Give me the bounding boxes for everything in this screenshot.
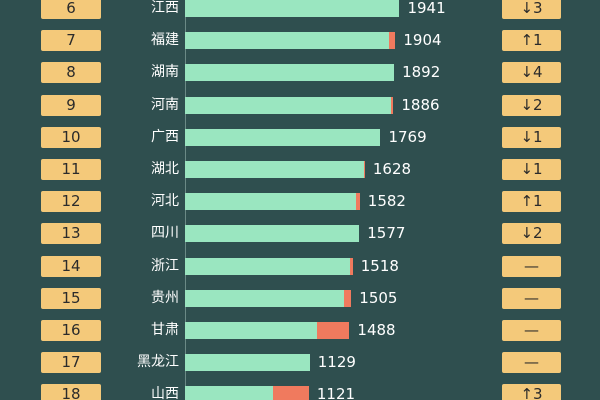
bar xyxy=(185,257,351,275)
rank-change-badge: ↑1 xyxy=(502,30,561,52)
rank-change-badge: — xyxy=(502,255,561,277)
rank-label: 11 xyxy=(41,159,101,180)
rank-change-badge: ↓1 xyxy=(502,126,561,148)
value-label: 1129 xyxy=(317,353,356,372)
rank-change-badge: — xyxy=(502,320,561,341)
value-label: 1582 xyxy=(367,192,406,211)
province-label: 河南 xyxy=(151,96,179,113)
rank-change-badge: ↓2 xyxy=(502,223,561,245)
bar xyxy=(185,128,381,146)
province-label: 甘肃 xyxy=(151,322,179,338)
bar-extra-segment xyxy=(389,32,396,50)
bar-extra-segment xyxy=(350,257,353,275)
rank-change-badge: — xyxy=(502,352,561,374)
rank-label: 18 xyxy=(41,384,101,400)
bar xyxy=(185,386,274,400)
rank-label: 10 xyxy=(41,126,101,148)
province-label: 四川 xyxy=(151,225,179,242)
rank-change-badge: ↓4 xyxy=(502,62,561,84)
bar-extra-segment xyxy=(343,289,352,307)
value-label: 1488 xyxy=(357,321,396,339)
rank-label: 14 xyxy=(41,255,101,277)
province-label: 黑龙江 xyxy=(137,354,179,371)
value-label: 1628 xyxy=(372,160,412,178)
rank-change-badge: — xyxy=(502,287,561,309)
bar xyxy=(185,225,360,243)
bar xyxy=(185,161,364,178)
bar-extra-segment xyxy=(273,386,309,400)
province-label: 湖北 xyxy=(151,161,179,177)
value-label: 1121 xyxy=(316,385,356,400)
bar xyxy=(185,354,310,372)
bar xyxy=(185,96,391,114)
bar xyxy=(185,193,357,211)
province-label: 江西 xyxy=(151,0,179,16)
province-label: 贵州 xyxy=(151,289,179,306)
rank-change-badge: ↓1 xyxy=(502,159,561,180)
bar-extra-segment xyxy=(363,161,365,178)
bar xyxy=(185,64,395,82)
value-label: 1904 xyxy=(403,31,442,50)
rank-label: 8 xyxy=(41,62,101,84)
bar xyxy=(185,32,390,50)
rank-label: 17 xyxy=(41,352,101,374)
province-label: 广西 xyxy=(151,128,179,145)
rank-label: 16 xyxy=(41,320,101,341)
province-label: 浙江 xyxy=(151,257,179,274)
value-label: 1769 xyxy=(388,127,427,146)
bar xyxy=(185,289,344,307)
province-label: 山西 xyxy=(151,386,179,400)
value-label: 1505 xyxy=(359,288,398,307)
bar-extra-segment xyxy=(356,193,360,211)
bar-extra-segment xyxy=(390,96,394,114)
value-label: 1892 xyxy=(402,63,441,82)
rank-label: 12 xyxy=(41,191,101,213)
value-label: 1886 xyxy=(401,95,440,114)
province-label: 福建 xyxy=(151,32,179,49)
province-label: 湖南 xyxy=(151,64,179,81)
rank-change-badge: ↑3 xyxy=(502,384,561,400)
value-label: 1941 xyxy=(407,0,446,17)
bar xyxy=(185,322,318,339)
value-label: 1518 xyxy=(360,256,399,275)
rank-label: 13 xyxy=(41,223,101,245)
rank-label: 9 xyxy=(41,94,101,116)
bar xyxy=(185,0,400,17)
rank-label: 6 xyxy=(41,0,101,19)
value-label: 1577 xyxy=(367,224,406,243)
rank-label: 15 xyxy=(41,287,101,309)
rank-change-badge: ↑1 xyxy=(502,191,561,213)
rank-label: 7 xyxy=(41,30,101,52)
bar-extra-segment xyxy=(317,322,350,339)
rank-change-badge: ↓2 xyxy=(502,94,561,116)
province-label: 河北 xyxy=(151,193,179,210)
rank-change-badge: ↓3 xyxy=(502,0,561,19)
